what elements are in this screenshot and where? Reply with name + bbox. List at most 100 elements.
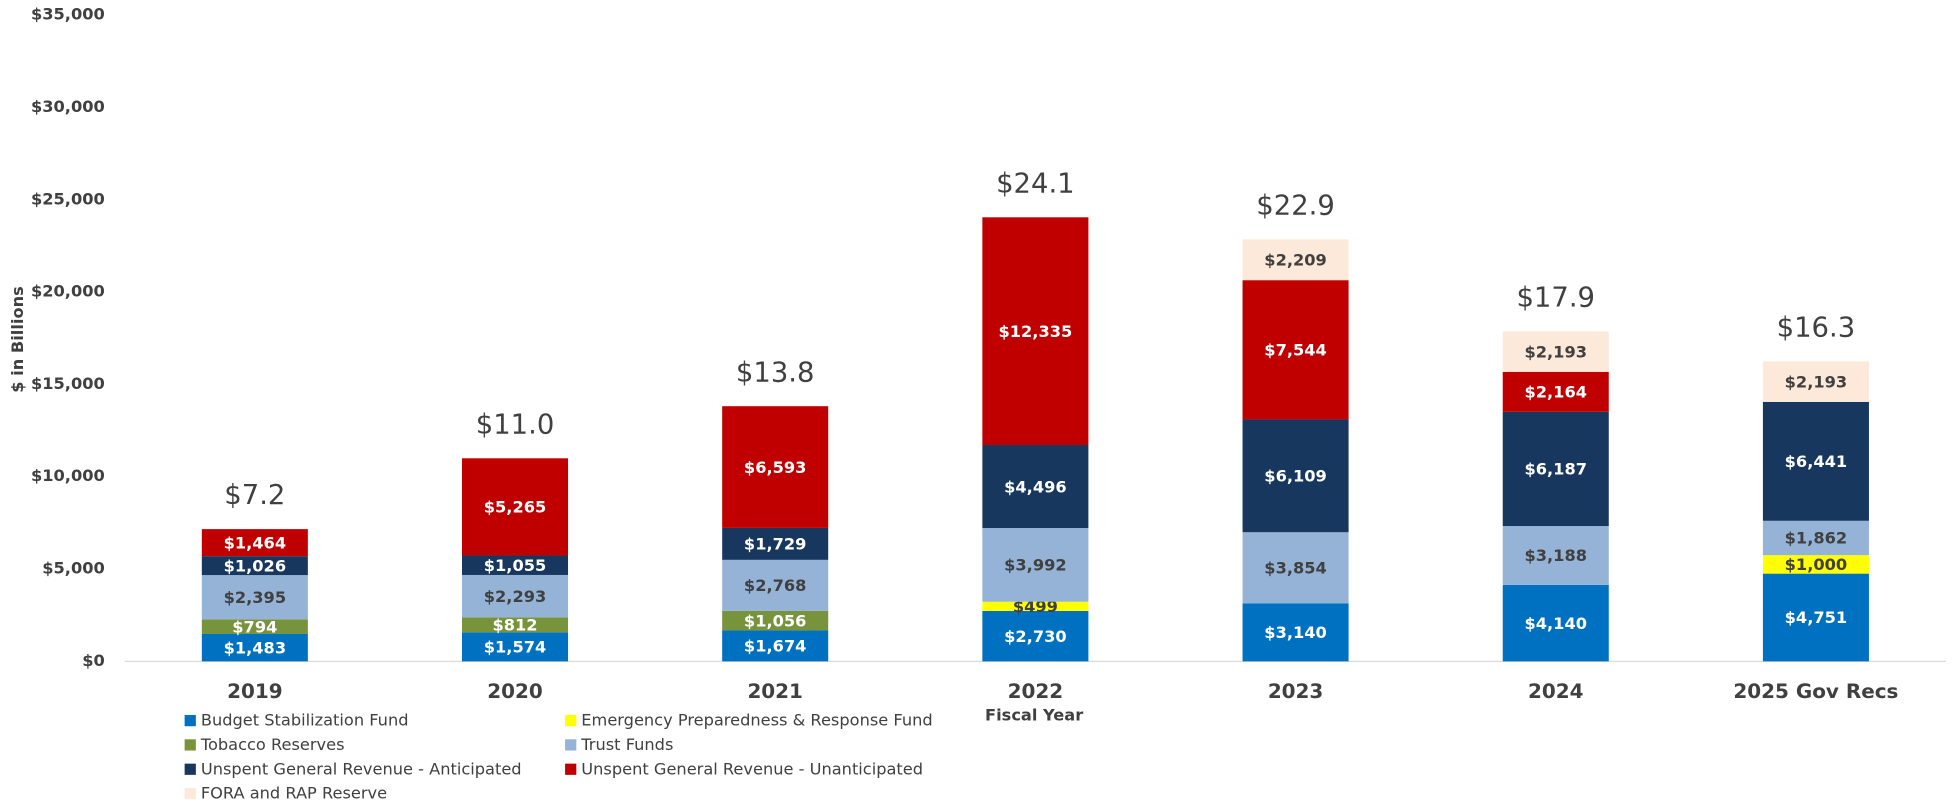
bar-segment	[1502, 526, 1609, 585]
bar-segment	[1762, 361, 1869, 402]
data-label: $2,209	[1264, 251, 1327, 270]
bar-segment	[1502, 371, 1609, 412]
data-label: $2,730	[1004, 627, 1067, 646]
bar-segment	[1242, 239, 1349, 281]
data-label: $1,000	[1785, 555, 1848, 574]
bar-segment	[1242, 603, 1349, 662]
data-label: $6,593	[744, 458, 807, 477]
legend-label: Unspent General Revenue - Anticipated	[201, 759, 522, 778]
data-label: $1,862	[1785, 529, 1848, 548]
legend-swatch	[565, 714, 577, 727]
bar-segment	[201, 633, 308, 662]
x-tick-label: 2023	[1268, 679, 1324, 703]
bar-segment	[982, 528, 1089, 602]
bar-segment	[982, 601, 1089, 611]
data-label: $4,496	[1004, 477, 1067, 496]
y-tick-label: $35,000	[31, 5, 105, 24]
data-label: $1,574	[484, 638, 547, 657]
x-tick-label: 2024	[1528, 679, 1584, 703]
bar-segment	[462, 574, 569, 618]
data-label: $1,729	[744, 535, 807, 554]
x-tick-label: 2019	[227, 679, 283, 703]
bar-segment	[1242, 419, 1349, 533]
data-label: $4,751	[1785, 608, 1848, 627]
legend-swatch	[565, 763, 577, 775]
bar-segment	[462, 617, 569, 633]
x-tick-label: 2025 Gov Recs	[1733, 679, 1898, 703]
total-label: $11.0	[476, 409, 555, 440]
bar-segment	[201, 619, 308, 634]
bar-segment	[722, 559, 829, 611]
y-axis-label: $ in Billions	[8, 286, 27, 393]
bar-segment	[462, 458, 569, 556]
total-label: $16.3	[1777, 312, 1856, 343]
data-label: $2,293	[484, 587, 547, 606]
data-label: $6,187	[1524, 460, 1587, 479]
y-tick-label: $15,000	[31, 374, 105, 393]
legend-label: Trust Funds	[580, 735, 673, 754]
legend-swatch	[565, 739, 577, 751]
legend-swatch	[184, 763, 196, 775]
data-label: $812	[492, 616, 537, 635]
bar-segment	[722, 406, 829, 528]
y-tick-label: $25,000	[31, 189, 105, 208]
data-label: $6,109	[1264, 467, 1327, 486]
y-tick-label: $10,000	[31, 466, 105, 485]
bar-segment	[1242, 532, 1349, 604]
legend-swatch	[184, 739, 196, 751]
legend-label: FORA and RAP Reserve	[201, 784, 387, 803]
legend-label: Emergency Preparedness & Response Fund	[581, 711, 932, 730]
data-label: $2,395	[224, 588, 287, 607]
data-label: $12,335	[998, 322, 1072, 341]
bar-segment	[1502, 331, 1609, 372]
data-label: $3,188	[1524, 546, 1587, 565]
x-tick-label: 2020	[487, 679, 542, 703]
bar-segment	[462, 555, 569, 575]
legend-swatch	[184, 787, 196, 800]
total-label: $17.9	[1516, 282, 1595, 313]
data-label: $7,544	[1264, 341, 1327, 360]
bar-segment	[982, 610, 1089, 662]
y-tick-label: $20,000	[31, 282, 105, 301]
legend-label: Budget Stabilization Fund	[201, 711, 409, 730]
data-label: $1,026	[224, 556, 287, 575]
bar-segment	[1502, 411, 1609, 527]
legend-label: Tobacco Reserves	[200, 735, 345, 754]
bar-segment	[1762, 573, 1869, 662]
data-label: $2,193	[1524, 342, 1587, 361]
bar-segment	[1762, 520, 1869, 556]
bar-segment	[722, 610, 829, 631]
data-label: $3,854	[1264, 559, 1327, 578]
data-label: $1,056	[744, 611, 807, 630]
bar-segment	[722, 527, 829, 560]
x-axis-label: Fiscal Year	[985, 706, 1083, 725]
legend-label: Unspent General Revenue - Unanticipated	[581, 759, 923, 778]
total-label: $24.1	[996, 168, 1075, 199]
x-tick-label: 2021	[747, 679, 803, 703]
data-label: $1,483	[224, 638, 287, 657]
y-tick-label: $0	[82, 651, 105, 670]
bar-segment	[462, 632, 569, 662]
x-tick-label: 2022	[1008, 679, 1063, 703]
bar-segment	[201, 556, 308, 576]
total-label: $7.2	[224, 480, 285, 511]
bar-segment	[722, 630, 829, 662]
bar-segment	[201, 529, 308, 557]
total-label: $13.8	[736, 357, 815, 388]
data-label: $1,464	[224, 533, 287, 552]
data-label: $6,441	[1785, 452, 1848, 471]
data-label: $2,164	[1524, 383, 1587, 402]
data-label: $499	[1013, 597, 1058, 616]
data-label: $3,992	[1004, 556, 1067, 575]
bar-segment	[982, 445, 1089, 529]
data-label: $4,140	[1524, 614, 1587, 633]
bar-segment	[1762, 401, 1869, 521]
data-label: $794	[232, 617, 277, 636]
bar-segment	[1762, 555, 1869, 574]
data-label: $5,265	[484, 498, 547, 517]
data-label: $1,674	[744, 637, 807, 656]
bar-segment	[1502, 584, 1609, 662]
data-label: $1,055	[484, 556, 547, 575]
bar-segment	[982, 217, 1089, 446]
